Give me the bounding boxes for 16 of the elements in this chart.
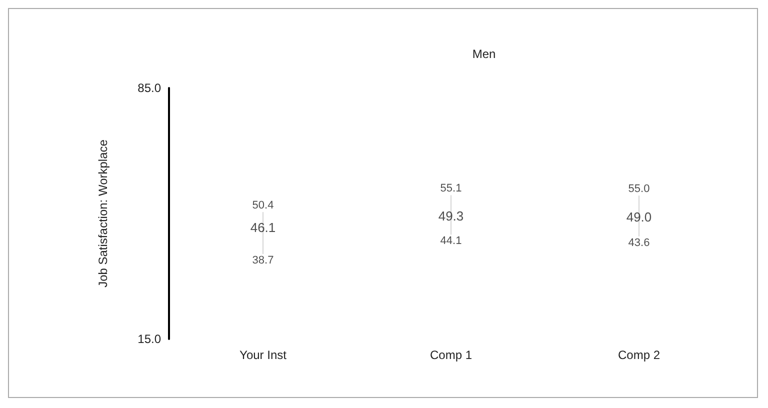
x-tick-label: Comp 1 bbox=[430, 348, 472, 362]
annotation: 38.7 bbox=[252, 254, 274, 267]
y-tick-label: 85.0 bbox=[138, 81, 162, 95]
chart-title: Men bbox=[472, 47, 496, 61]
annotation: 43.6 bbox=[628, 236, 650, 249]
text: 49.3 bbox=[438, 208, 464, 224]
text: 46.1 bbox=[250, 220, 276, 235]
y-tick-label: 15.0 bbox=[138, 332, 162, 346]
annotation: 55.1 bbox=[440, 182, 462, 195]
annotation: 50.4 bbox=[252, 200, 274, 212]
text: 49.0 bbox=[626, 210, 652, 225]
x-tick-label: Your Inst bbox=[240, 348, 288, 362]
y-axis-title: Job Satisfaction: Workplace bbox=[96, 139, 110, 288]
annotation: 44.1 bbox=[440, 235, 462, 248]
annotation: 55.0 bbox=[628, 183, 650, 196]
x-tick-label: Comp 2 bbox=[618, 348, 660, 362]
